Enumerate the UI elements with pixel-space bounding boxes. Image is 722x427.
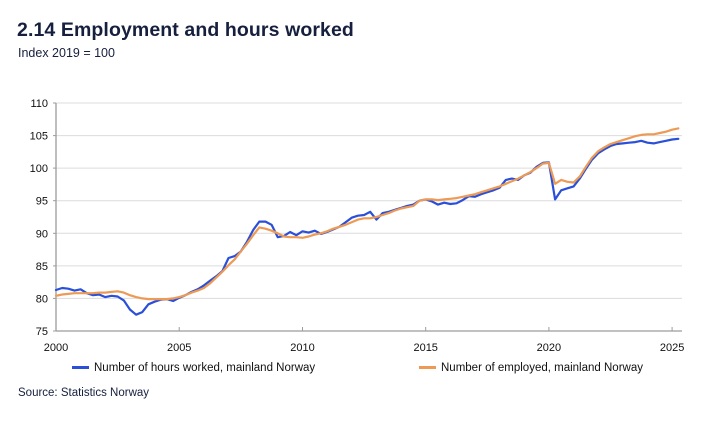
series-line-employed [54, 127, 680, 301]
y-axis-tick-label: 80 [36, 293, 48, 305]
y-axis-tick-label: 75 [36, 326, 48, 338]
x-axis-tick-label: 2005 [167, 342, 191, 354]
series-line-hours [54, 137, 680, 316]
y-axis-tick-label: 90 [36, 228, 48, 240]
x-axis-tick-label: 2025 [660, 342, 684, 354]
legend-item-employed: Number of employed, mainland Norway [419, 360, 643, 375]
source-note: Source: Statistics Norway [18, 387, 150, 399]
hours-legend-label: Number of hours worked, mainland Norway [94, 361, 316, 374]
y-axis-tick-label: 100 [30, 163, 48, 175]
hours-line-swatch [72, 366, 89, 369]
y-axis-tick-label: 110 [30, 98, 48, 110]
legend-item-hours: Number of hours worked, mainland Norway [72, 360, 315, 375]
employed-legend-label: Number of employed, mainland Norway [441, 361, 643, 374]
chart-title: 2.14 Employment and hours worked [17, 19, 354, 41]
chart-subtitle: Index 2019 = 100 [18, 46, 115, 60]
y-axis-tick-label: 95 [36, 196, 48, 208]
employed-line-swatch [419, 366, 436, 369]
x-axis-tick-label: 2010 [290, 342, 314, 354]
y-axis-tick-label: 85 [36, 261, 48, 273]
x-axis-tick-label: 2015 [413, 342, 437, 354]
x-axis-tick-label: 2000 [44, 342, 68, 354]
x-axis-tick-label: 2020 [537, 342, 561, 354]
y-axis-tick-label: 105 [30, 131, 48, 143]
